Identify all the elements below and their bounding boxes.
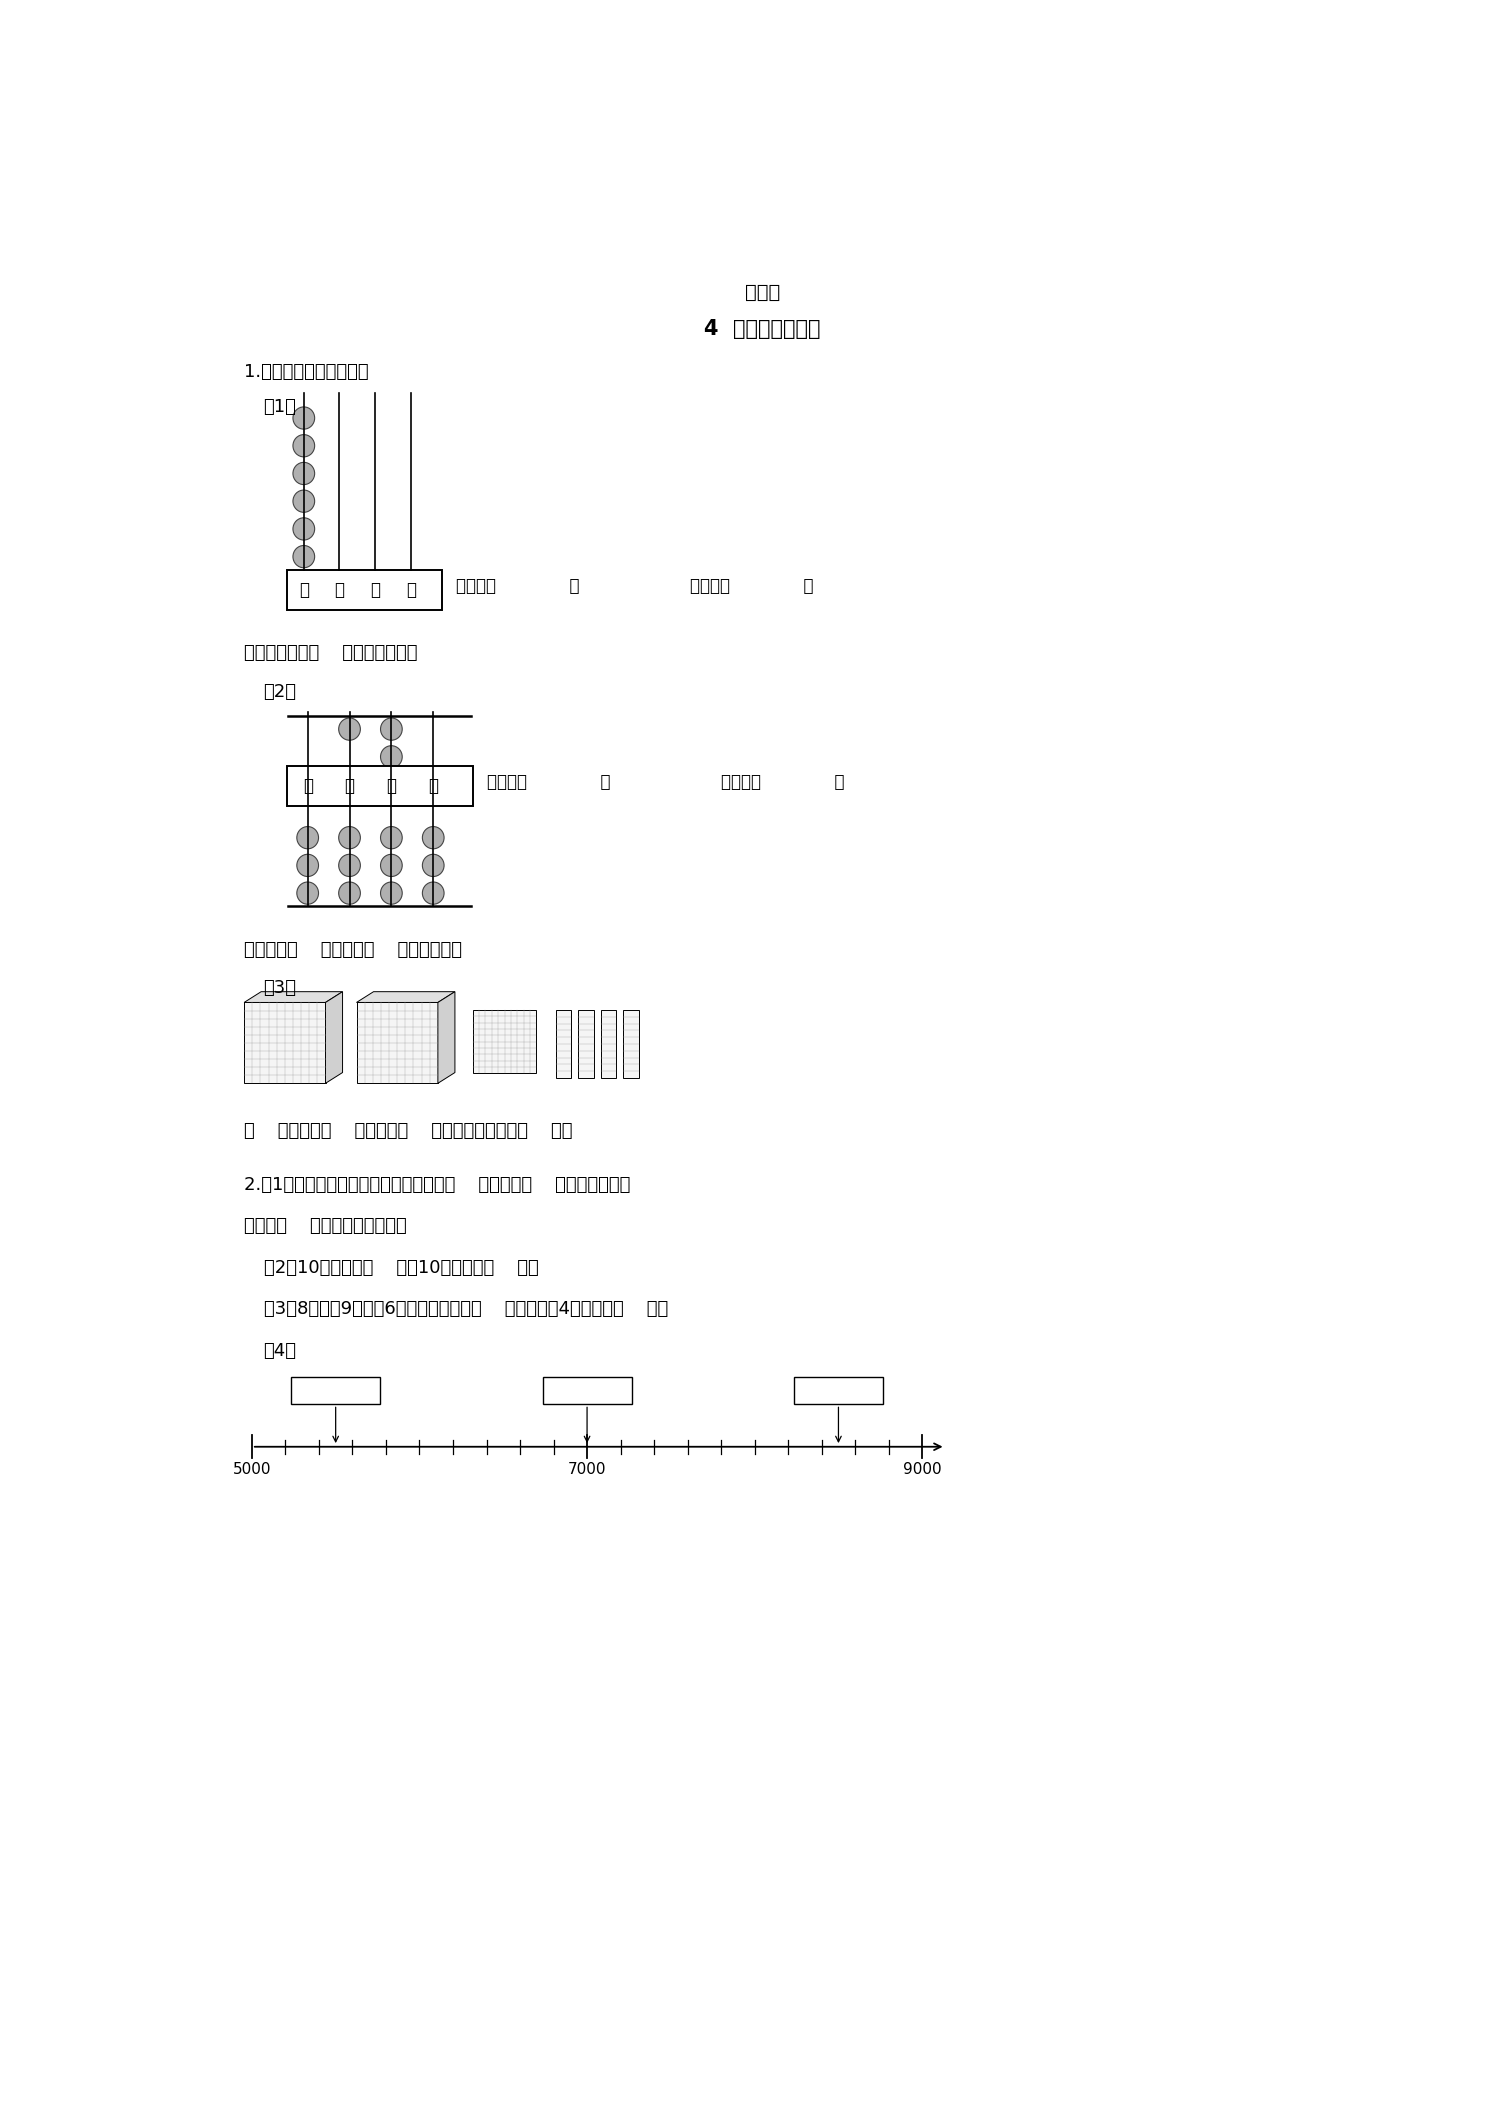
Ellipse shape [339,854,360,877]
Text: （2）: （2） [263,684,296,701]
Text: 十: 十 [371,581,379,600]
Text: （1）: （1） [263,398,296,417]
Text: 2.（1）一个数，从右边数起，第一位是（    ）位，第（    ）位是万位，最: 2.（1）一个数，从右边数起，第一位是（ ）位，第（ ）位是万位，最 [244,1176,631,1193]
Text: 百: 百 [345,776,354,795]
Text: （3）8个千、9个百、6个十组成的数是（    ），再添上4个十就是（    ）。: （3）8个千、9个百、6个十组成的数是（ ），再添上4个十就是（ ）。 [263,1300,668,1319]
Ellipse shape [293,518,314,541]
Bar [623,1010,638,1077]
Ellipse shape [423,827,443,848]
Text: 十: 十 [387,776,396,795]
Bar [244,1002,326,1084]
Ellipse shape [296,827,318,848]
Ellipse shape [381,827,402,848]
Bar [473,1010,536,1073]
Text: （3）: （3） [263,978,296,997]
Text: 9000: 9000 [903,1462,942,1477]
Bar [287,766,473,806]
Ellipse shape [423,854,443,877]
Text: 千: 千 [302,776,312,795]
Ellipse shape [296,854,318,877]
Polygon shape [357,991,455,1002]
Text: 高位是（    ）位的数是四位数。: 高位是（ ）位的数是四位数。 [244,1218,406,1235]
Text: （    ）个千、（    ）个百和（    ）个十组成的数是（    ）。: （ ）个千、（ ）个百和（ ）个十组成的数是（ ）。 [244,1121,573,1140]
Polygon shape [326,991,342,1084]
Ellipse shape [339,717,360,741]
Text: 4  认识万以内的数: 4 认识万以内的数 [704,318,821,339]
Bar [555,1010,571,1077]
Polygon shape [437,991,455,1084]
Text: 百: 百 [335,581,344,600]
Text: 课时练: 课时练 [745,282,780,301]
Ellipse shape [293,436,314,457]
Text: 1.看图写一写，读一读。: 1.看图写一写，读一读。 [244,364,369,381]
Text: 写作：（              ）: 写作：（ ） [455,576,579,595]
Ellipse shape [293,490,314,511]
Text: 读作：（              ）: 读作：（ ） [720,772,844,791]
Text: 个: 个 [406,581,415,600]
Text: 写作：（              ）: 写作：（ ） [487,772,610,791]
Bar [292,1376,381,1403]
Ellipse shape [423,882,443,905]
Ellipse shape [293,406,314,429]
Ellipse shape [293,545,314,568]
Bar [579,1010,594,1077]
Text: 7000: 7000 [568,1462,606,1477]
Ellipse shape [381,745,402,768]
Ellipse shape [296,882,318,905]
Ellipse shape [381,854,402,877]
Text: 读作：（              ）: 读作：（ ） [690,576,814,595]
Text: 千: 千 [299,581,310,600]
Polygon shape [244,991,342,1002]
Text: 这个数再加上（    ）个千是一万。: 这个数再加上（ ）个千是一万。 [244,644,418,663]
Bar [601,1010,616,1077]
Bar [287,570,442,610]
Text: 这个数由（    ）个千和（    ）个百组成。: 这个数由（ ）个千和（ ）个百组成。 [244,940,463,959]
Ellipse shape [339,882,360,905]
Ellipse shape [381,717,402,741]
Text: 5000: 5000 [232,1462,271,1477]
Text: （2）10个一百是（    ），10个一千是（    ）。: （2）10个一百是（ ），10个一千是（ ）。 [263,1258,539,1277]
Ellipse shape [381,882,402,905]
Bar [795,1376,882,1403]
Ellipse shape [339,827,360,848]
Text: 个: 个 [429,776,439,795]
Bar [543,1376,631,1403]
Bar [357,1002,437,1084]
Ellipse shape [293,463,314,484]
Text: （4）: （4） [263,1342,296,1359]
